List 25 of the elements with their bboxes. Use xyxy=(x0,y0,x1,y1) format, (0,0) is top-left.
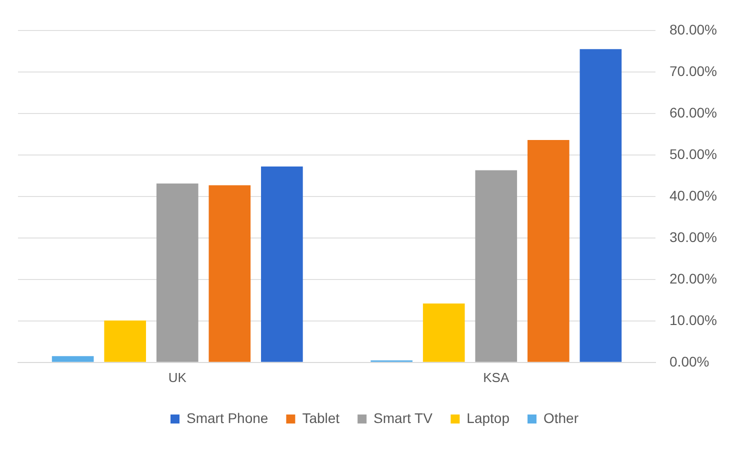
y-tick-label: 40.00% xyxy=(670,187,717,204)
bar xyxy=(528,140,570,362)
bar xyxy=(580,49,622,362)
bar xyxy=(208,185,251,362)
y-tick-label: 70.00% xyxy=(670,62,717,79)
legend-label: Laptop xyxy=(466,410,510,426)
bar xyxy=(52,356,94,362)
legend-label: Other xyxy=(543,410,579,426)
bar xyxy=(156,184,198,362)
y-tick-label: 30.00% xyxy=(670,228,717,245)
legend-label: Tablet xyxy=(302,410,340,426)
bar xyxy=(104,320,146,362)
x-tick-label: KSA xyxy=(483,370,510,385)
y-tick-label: 0.00% xyxy=(670,353,710,370)
bar xyxy=(422,303,465,362)
y-tick-label: 50.00% xyxy=(670,146,717,162)
bar xyxy=(261,166,303,362)
bar xyxy=(475,170,518,362)
x-tick-label: UK xyxy=(168,370,187,385)
y-tick-label: 10.00% xyxy=(670,312,717,328)
y-tick-label: 20.00% xyxy=(670,270,717,286)
legend-label: Smart Phone xyxy=(186,410,268,426)
legend-label: Smart TV xyxy=(374,410,434,426)
y-tick-label: 80.00% xyxy=(670,21,717,38)
y-tick-label: 60.00% xyxy=(670,104,717,120)
